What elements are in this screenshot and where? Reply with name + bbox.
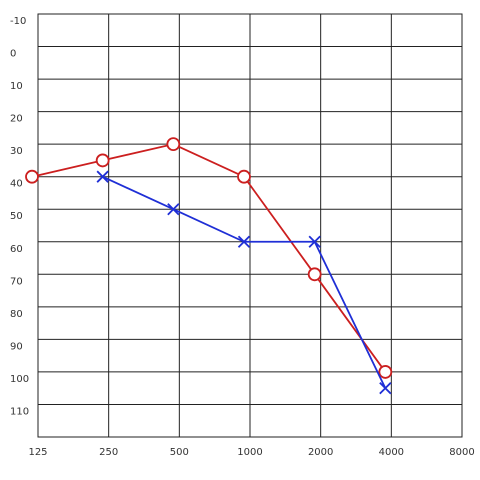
y-tick-label: 10 — [10, 81, 23, 92]
y-tick-label: -10 — [10, 16, 26, 27]
marker-x — [379, 382, 392, 395]
series-line — [31, 143, 387, 373]
y-tick-label: 60 — [10, 244, 23, 255]
marker-x — [96, 170, 109, 183]
x-tick-label: 2000 — [308, 447, 333, 458]
marker-circle — [95, 153, 110, 168]
y-tick-label: 70 — [10, 276, 23, 287]
marker-x — [167, 203, 180, 216]
y-tick-label: 90 — [10, 341, 23, 352]
y-tick-label: 110 — [10, 406, 29, 417]
y-tick-label: 0 — [10, 49, 16, 60]
marker-x — [237, 235, 251, 248]
x-tick-label: 250 — [99, 447, 118, 458]
y-tick-label: 20 — [10, 114, 23, 125]
x-tick-label: 4000 — [379, 447, 404, 458]
y-tick-label: 50 — [10, 211, 23, 222]
y-tick-label: 80 — [10, 309, 23, 320]
marker-circle — [307, 267, 322, 282]
x-tick-label: 1000 — [237, 447, 262, 458]
marker-circle — [237, 169, 251, 184]
x-tick-label: 500 — [170, 447, 189, 458]
marker-circle — [166, 137, 181, 152]
x-tick-label: 125 — [28, 447, 47, 458]
marker-x — [308, 235, 321, 248]
marker-circle — [378, 365, 393, 379]
marker-circle — [25, 169, 39, 184]
x-tick-label: 8000 — [449, 447, 474, 458]
y-tick-label: 40 — [10, 179, 23, 190]
y-tick-label: 30 — [10, 146, 23, 157]
y-tick-label: 100 — [10, 374, 29, 385]
